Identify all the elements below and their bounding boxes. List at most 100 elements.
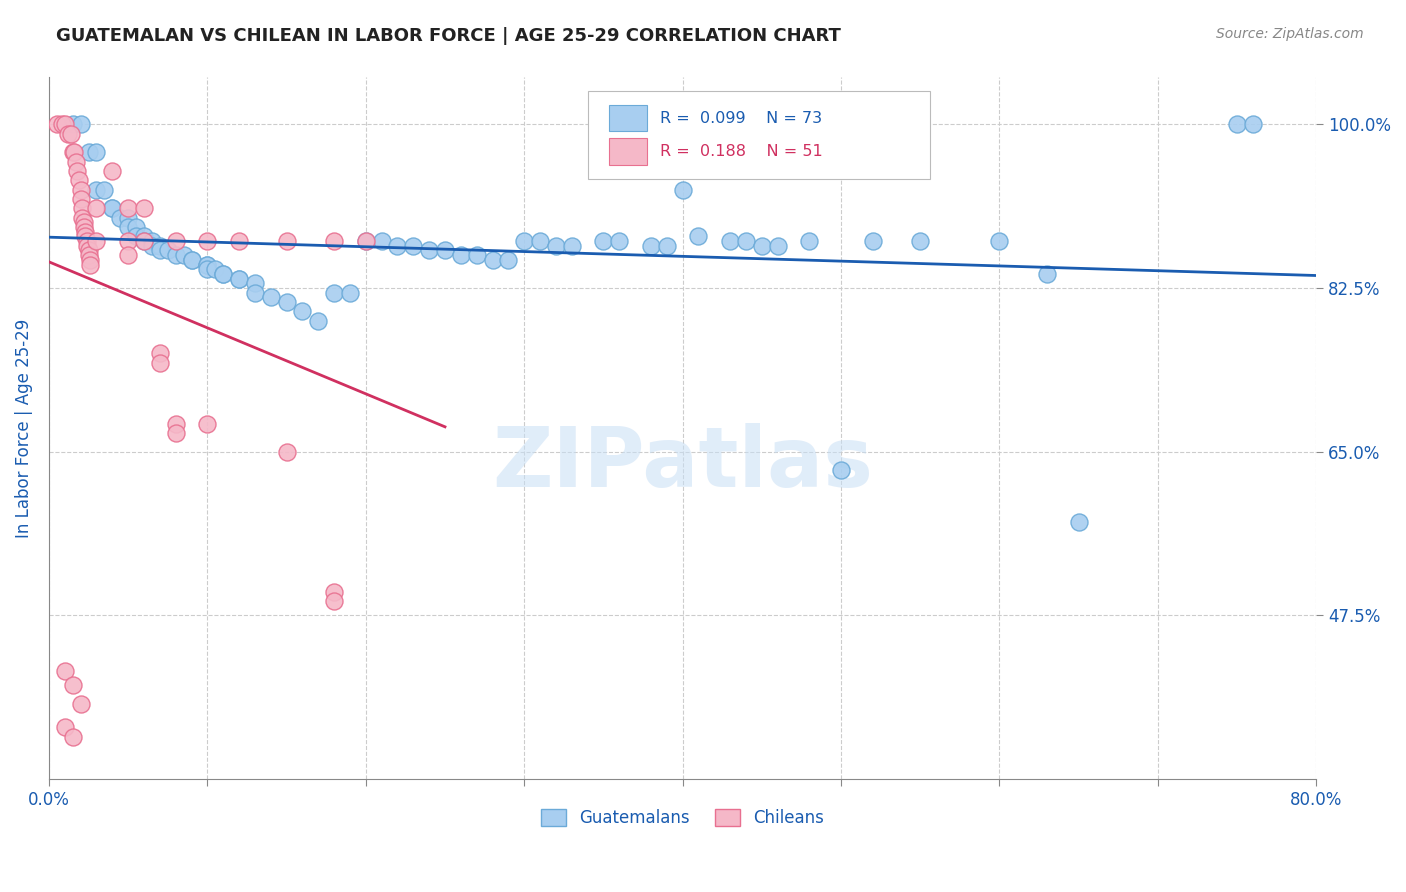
- Point: [70, 202, 93, 216]
- Point: [101, 202, 124, 216]
- Point: [149, 356, 172, 370]
- Point: [387, 239, 409, 253]
- Point: [69, 697, 91, 711]
- Point: [77, 248, 100, 262]
- Point: [56, 127, 79, 141]
- Point: [65, 154, 87, 169]
- Point: [77, 244, 100, 258]
- Point: [62, 117, 84, 131]
- Point: [370, 234, 392, 248]
- Legend: Guatemalans, Chileans: Guatemalans, Chileans: [534, 802, 831, 834]
- Point: [63, 145, 86, 160]
- Point: [141, 234, 163, 248]
- Point: [195, 234, 218, 248]
- Point: [1241, 117, 1264, 131]
- Point: [60, 127, 83, 141]
- Point: [830, 463, 852, 477]
- Point: [165, 234, 187, 248]
- Point: [307, 313, 329, 327]
- Point: [79, 252, 101, 267]
- Point: [180, 252, 202, 267]
- Point: [450, 248, 472, 262]
- Point: [418, 244, 440, 258]
- Point: [243, 285, 266, 300]
- Point: [86, 202, 108, 216]
- Point: [69, 192, 91, 206]
- Point: [62, 145, 84, 160]
- Point: [53, 117, 76, 131]
- Point: [73, 215, 96, 229]
- Point: [66, 164, 89, 178]
- Point: [433, 244, 456, 258]
- Point: [228, 271, 250, 285]
- Point: [86, 183, 108, 197]
- Point: [228, 271, 250, 285]
- Y-axis label: In Labor Force | Age 25-29: In Labor Force | Age 25-29: [15, 318, 32, 538]
- Point: [640, 239, 662, 253]
- Point: [132, 229, 155, 244]
- Point: [51, 117, 73, 131]
- Point: [323, 285, 346, 300]
- Point: [132, 234, 155, 248]
- Point: [141, 239, 163, 253]
- Point: [908, 234, 931, 248]
- Point: [1226, 117, 1249, 131]
- Point: [53, 665, 76, 679]
- Point: [339, 285, 361, 300]
- Point: [607, 234, 630, 248]
- Point: [212, 267, 235, 281]
- Point: [75, 225, 97, 239]
- Point: [228, 234, 250, 248]
- Point: [69, 117, 91, 131]
- Point: [323, 234, 346, 248]
- Point: [862, 234, 884, 248]
- Point: [125, 229, 148, 244]
- Point: [76, 234, 98, 248]
- Point: [132, 234, 155, 248]
- Point: [276, 234, 298, 248]
- Point: [53, 721, 76, 735]
- Point: [735, 234, 758, 248]
- Point: [276, 444, 298, 458]
- Point: [67, 173, 90, 187]
- Point: [465, 248, 488, 262]
- Point: [149, 244, 172, 258]
- Point: [195, 417, 218, 431]
- Point: [561, 239, 583, 253]
- Point: [101, 164, 124, 178]
- Text: ZIPatlas: ZIPatlas: [492, 423, 873, 504]
- Point: [544, 239, 567, 253]
- Point: [688, 229, 710, 244]
- Point: [75, 229, 97, 244]
- Point: [110, 211, 132, 225]
- Point: [243, 276, 266, 290]
- Point: [354, 234, 377, 248]
- Point: [529, 234, 551, 248]
- Point: [86, 145, 108, 160]
- Point: [592, 234, 614, 248]
- Point: [45, 117, 67, 131]
- Point: [481, 252, 503, 267]
- Point: [101, 202, 124, 216]
- Point: [77, 145, 100, 160]
- FancyBboxPatch shape: [609, 138, 647, 165]
- Point: [70, 211, 93, 225]
- Point: [117, 211, 139, 225]
- Point: [766, 239, 789, 253]
- Text: R =  0.099    N = 73: R = 0.099 N = 73: [659, 111, 823, 126]
- Point: [93, 183, 115, 197]
- Point: [671, 183, 693, 197]
- Point: [204, 262, 226, 277]
- Point: [117, 220, 139, 235]
- Text: GUATEMALAN VS CHILEAN IN LABOR FORCE | AGE 25-29 CORRELATION CHART: GUATEMALAN VS CHILEAN IN LABOR FORCE | A…: [56, 27, 841, 45]
- Point: [149, 239, 172, 253]
- Point: [988, 234, 1011, 248]
- Point: [498, 252, 520, 267]
- Point: [323, 594, 346, 608]
- Point: [799, 234, 821, 248]
- Point: [323, 585, 346, 599]
- Point: [132, 202, 155, 216]
- Point: [62, 678, 84, 692]
- Point: [76, 239, 98, 253]
- Point: [195, 258, 218, 272]
